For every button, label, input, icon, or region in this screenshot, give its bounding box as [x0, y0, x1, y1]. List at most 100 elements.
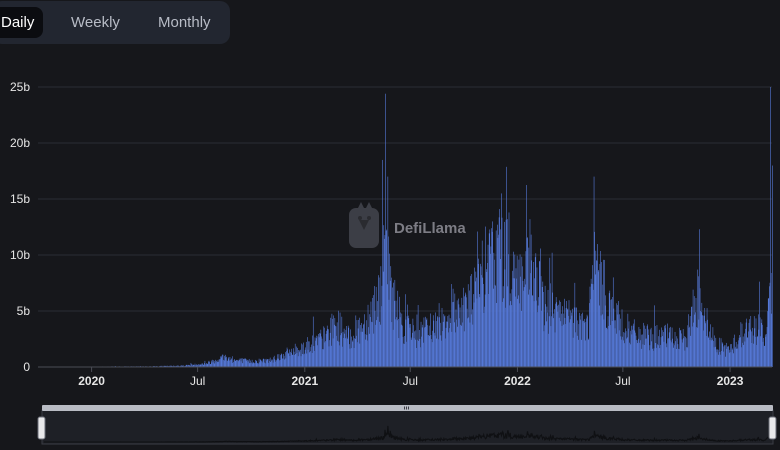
volume-bar [625, 331, 627, 367]
tab-monthly[interactable]: Monthly [158, 14, 211, 31]
volume-bar [576, 335, 578, 367]
volume-bar [483, 283, 484, 367]
volume-bar [612, 277, 614, 367]
volume-bar [708, 337, 710, 367]
volume-bar [224, 355, 226, 367]
volume-bar [261, 361, 262, 367]
volume-bar [422, 324, 424, 367]
volume-bar [435, 312, 436, 367]
volume-bar [215, 362, 217, 367]
volume-bar [364, 314, 365, 367]
volume-bar [619, 318, 621, 367]
volume-bar [649, 345, 651, 367]
volume-bar [732, 353, 734, 367]
volume-bar [364, 334, 366, 367]
volume-bar [255, 360, 257, 367]
volume-bar [402, 325, 403, 367]
volume-bar [631, 334, 633, 367]
volume-bar [181, 365, 182, 367]
volume-bar [661, 327, 662, 367]
volume-bar [310, 347, 312, 367]
volume-bar [510, 301, 512, 367]
volume-bar [695, 297, 697, 367]
volume-bar [239, 358, 241, 367]
volume-bar [690, 335, 692, 367]
volume-bar [306, 353, 308, 367]
volume-bar [578, 339, 579, 367]
volume-bar [300, 356, 302, 367]
volume-bar [488, 233, 490, 367]
volume-bar [611, 320, 613, 367]
volume-bar [750, 315, 752, 367]
volume-bar [637, 343, 639, 367]
volume-bar [235, 360, 237, 367]
volume-bar [188, 364, 189, 367]
volume-bar [703, 330, 704, 367]
volume-bar [586, 314, 588, 367]
volume-bar [358, 319, 360, 367]
volume-bar [198, 364, 199, 367]
volume-bar [657, 344, 658, 367]
volume-bar [363, 324, 364, 367]
volume-bar [208, 361, 209, 367]
volume-bar [346, 326, 347, 367]
volume-bar [759, 281, 760, 367]
volume-bar [730, 352, 732, 367]
volume-bar [316, 335, 318, 367]
volume-bar [500, 229, 502, 367]
volume-bar [579, 312, 580, 367]
brush-handle-left[interactable] [37, 416, 46, 440]
volume-bar [624, 343, 625, 367]
volume-bar [341, 316, 343, 367]
volume-bar [570, 310, 572, 367]
volume-bar [752, 327, 753, 367]
volume-bar [234, 360, 236, 367]
volume-bar [332, 318, 333, 367]
tab-weekly[interactable]: Weekly [71, 14, 120, 31]
volume-bar [305, 341, 307, 367]
volume-bar [765, 334, 766, 367]
volume-bar [485, 269, 487, 367]
volume-bar [438, 339, 439, 367]
brush-top-bar[interactable] [42, 405, 773, 411]
volume-bar [398, 318, 399, 367]
volume-bar [187, 365, 188, 367]
volume-bar [444, 316, 445, 367]
volume-bar [488, 293, 489, 367]
volume-bar [440, 335, 442, 367]
volume-bar [712, 327, 714, 367]
volume-bar [697, 269, 699, 367]
volume-bar [204, 360, 206, 367]
volume-bar [628, 328, 629, 367]
volume-bar [579, 315, 581, 367]
volume-bar [492, 221, 493, 367]
volume-bar [259, 359, 261, 367]
volume-bar [429, 335, 431, 367]
range-brush[interactable] [37, 405, 777, 445]
volume-bar [395, 319, 396, 367]
volume-bar [166, 365, 167, 367]
volume-bar [224, 354, 226, 367]
volume-bar [763, 337, 764, 367]
grip-icon[interactable] [404, 406, 409, 410]
volume-bar [229, 360, 230, 367]
volume-bar [274, 359, 276, 367]
volume-bar [421, 327, 423, 367]
volume-bar [371, 321, 372, 367]
volume-bar [269, 357, 271, 367]
volume-bar [480, 263, 481, 367]
volume-bar [635, 335, 637, 367]
volume-bar [317, 345, 318, 367]
volume-bar [256, 361, 258, 367]
volume-bar [339, 312, 341, 367]
volume-bar [350, 348, 352, 367]
volume-bar [194, 365, 195, 367]
brush-handle-right[interactable] [768, 416, 777, 440]
volume-bar [684, 350, 686, 367]
volume-bar [409, 324, 410, 367]
tab-daily[interactable]: Daily [0, 7, 44, 38]
volume-bar [296, 346, 297, 367]
volume-bar [232, 363, 234, 367]
volume-bar [597, 271, 599, 367]
volume-bar [293, 351, 295, 367]
